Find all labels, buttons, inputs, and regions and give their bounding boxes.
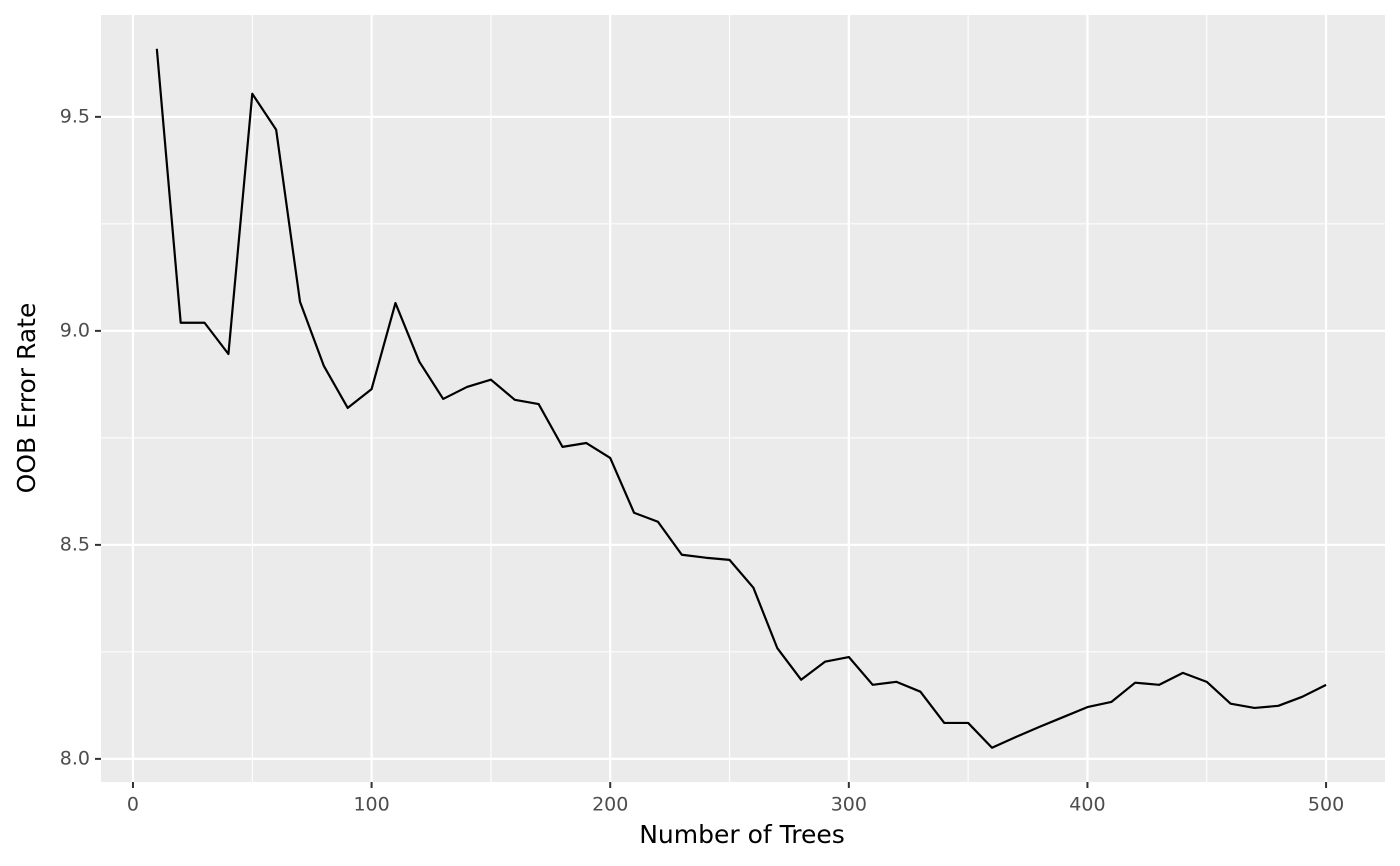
x-axis-title: Number of Trees bbox=[639, 820, 845, 849]
x-tick-label: 100 bbox=[353, 794, 389, 816]
panel bbox=[101, 15, 1385, 782]
line bbox=[155, 48, 1327, 749]
y-tick-label: 8.0 bbox=[60, 747, 90, 769]
x-tick-label: 500 bbox=[1308, 794, 1344, 816]
x-tick-label: 400 bbox=[1069, 794, 1105, 816]
y-tick-label: 8.5 bbox=[60, 533, 90, 555]
x-tick-label: 200 bbox=[592, 794, 628, 816]
x-tick-label: 300 bbox=[831, 794, 867, 816]
y-tick-label: 9.0 bbox=[60, 319, 90, 341]
x-tick-label: 0 bbox=[127, 794, 139, 816]
y-axis-title: OOB Error Rate bbox=[12, 303, 41, 494]
y-tick-label: 9.5 bbox=[60, 105, 90, 127]
